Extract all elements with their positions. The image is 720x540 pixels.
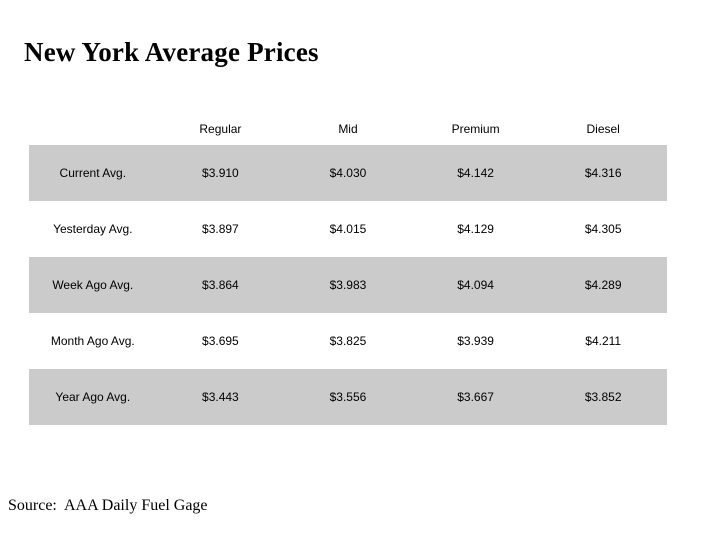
column-header-regular: Regular (199, 121, 242, 136)
table-row-year-ago-avg: Year Ago Avg. $3.443 $3.556 $3.667 $3.85… (29, 369, 667, 425)
row-label: Year Ago Avg. (55, 390, 131, 404)
column-header-premium: Premium (451, 121, 500, 136)
row-label: Current Avg. (59, 166, 127, 180)
row-label: Week Ago Avg. (52, 278, 134, 292)
table-row-current-avg: Current Avg. $3.910 $4.030 $4.142 $4.316 (29, 145, 667, 201)
prices-table: Regular Mid Premium Diesel Current Avg. … (29, 112, 667, 425)
price-cell: $3.910 (202, 166, 239, 180)
page-title: New York Average Prices (24, 37, 319, 67)
price-cell: $4.129 (457, 222, 494, 236)
table-row-month-ago-avg: Month Ago Avg. $3.695 $3.825 $3.939 $4.2… (29, 313, 667, 369)
price-cell: $3.852 (584, 390, 622, 404)
price-cell: $3.825 (329, 334, 367, 348)
table-row-week-ago-avg: Week Ago Avg. $3.864 $3.983 $4.094 $4.28… (29, 257, 667, 313)
price-cell: $3.939 (457, 334, 494, 348)
price-cell: $3.983 (329, 278, 367, 292)
price-cell: $4.289 (584, 278, 622, 292)
price-cell: $4.142 (457, 166, 494, 180)
price-cell: $3.695 (202, 334, 239, 348)
source-note: Source: AAA Daily Fuel Gage (8, 497, 208, 514)
column-header-mid: Mid (338, 121, 358, 136)
price-cell: $4.305 (584, 222, 622, 236)
price-cell: $3.897 (202, 222, 239, 236)
price-cell: $3.556 (329, 390, 367, 404)
price-cell: $4.094 (457, 278, 494, 292)
table-row-yesterday-avg: Yesterday Avg. $3.897 $4.015 $4.129 $4.3… (29, 201, 667, 257)
price-cell: $4.030 (329, 166, 367, 180)
price-cell: $4.316 (584, 166, 622, 180)
price-cell: $4.015 (329, 222, 367, 236)
price-cell: $3.667 (457, 390, 494, 404)
price-cell: $4.211 (585, 334, 622, 348)
column-header-diesel: Diesel (586, 121, 620, 136)
price-cell: $3.443 (202, 390, 239, 404)
table-header-row: Regular Mid Premium Diesel (29, 112, 667, 145)
row-label: Yesterday Avg. (53, 222, 133, 236)
row-label: Month Ago Avg. (50, 334, 135, 348)
price-cell: $3.864 (202, 278, 239, 292)
